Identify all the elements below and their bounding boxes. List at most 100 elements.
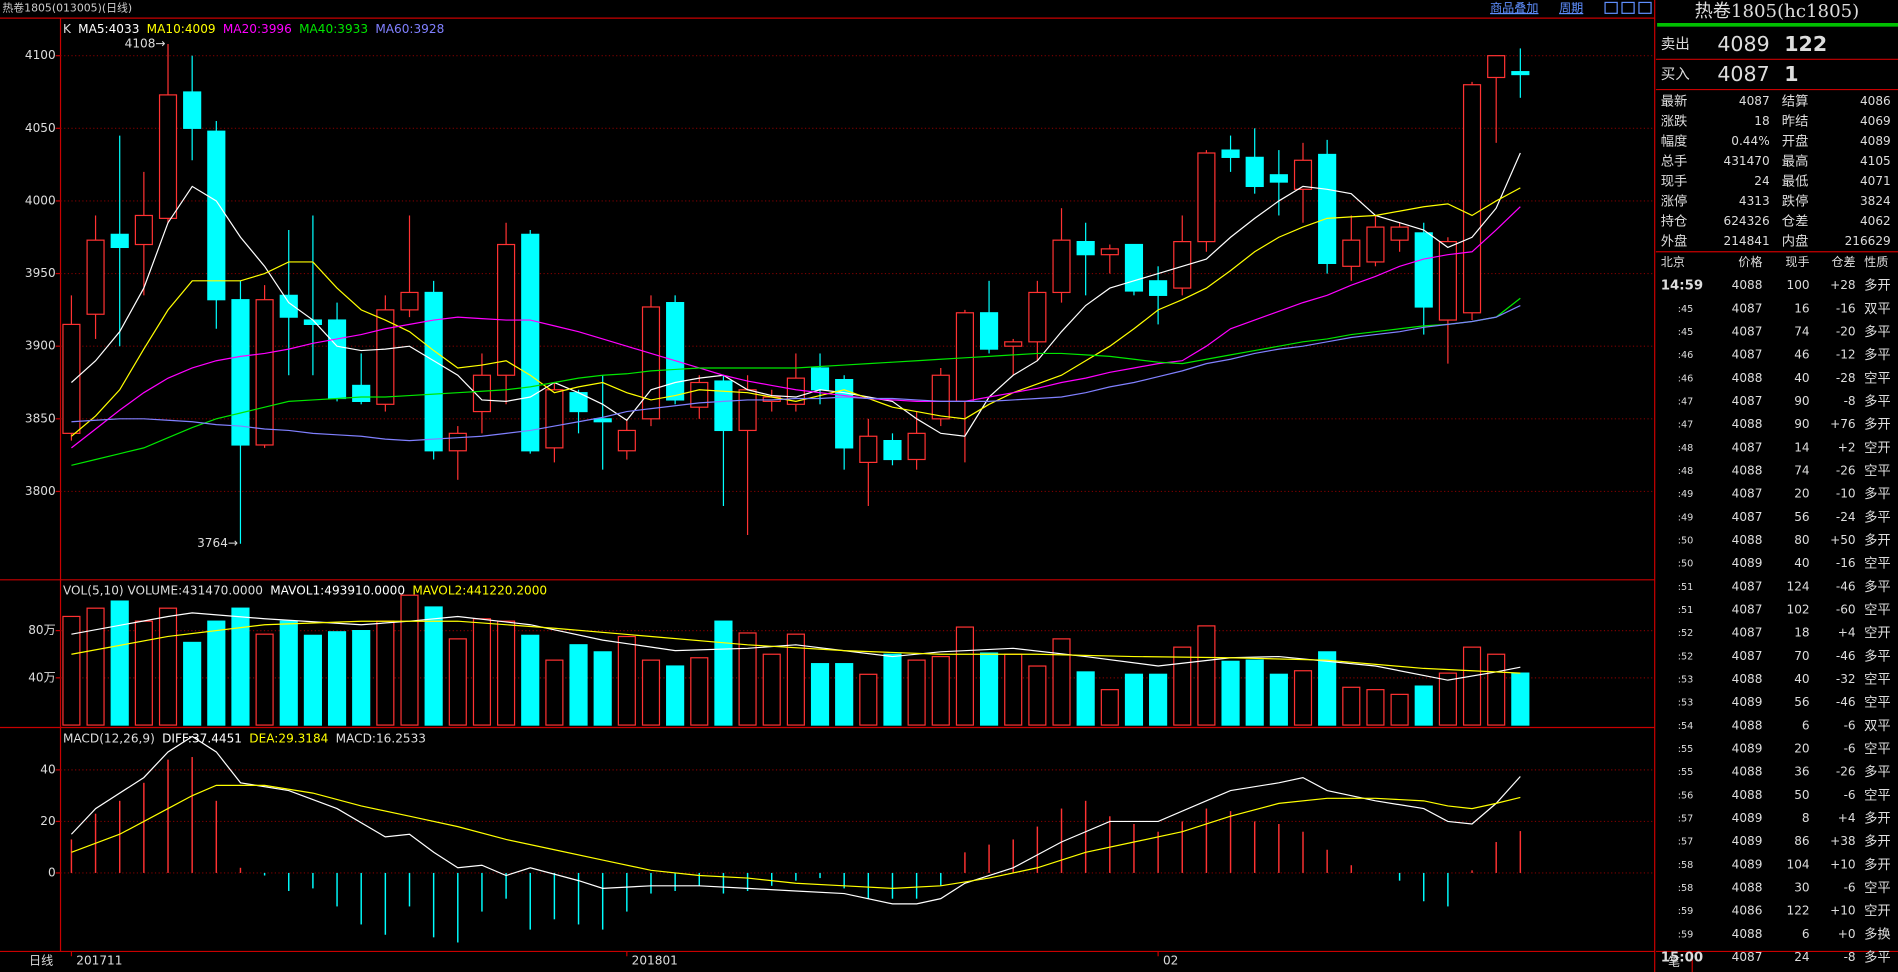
- quote-label: 持仓: [1661, 214, 1688, 230]
- trade-oi-change: +50: [1830, 533, 1856, 547]
- order-label: 卖出: [1661, 36, 1690, 53]
- volume-bar: [1318, 651, 1337, 726]
- candle-body: [1100, 248, 1119, 256]
- trade-nature: 多开: [1864, 810, 1891, 827]
- candle-body: [62, 323, 81, 434]
- trade-oi-change: -12: [1836, 348, 1856, 362]
- candle-body: [376, 309, 395, 405]
- trades-header: 现手: [1785, 255, 1809, 269]
- tool-button[interactable]: [1604, 1, 1618, 14]
- trade-nature: 空平: [1864, 741, 1891, 757]
- volume-bar: [907, 659, 926, 726]
- trade-volume: 20: [1794, 487, 1809, 501]
- volume-bar: [1414, 685, 1433, 726]
- volume-bar: [62, 615, 81, 726]
- quote-label: 最高: [1782, 153, 1809, 170]
- candle-body: [1197, 152, 1216, 243]
- trade-oi-change: -6: [1844, 742, 1856, 756]
- y-tick-label: 4100: [25, 48, 56, 62]
- volume-bar: [1004, 653, 1023, 726]
- volume-bar: [448, 638, 467, 726]
- candle-body: [931, 374, 950, 420]
- trade-nature: 空平: [1864, 602, 1891, 618]
- legend-entry: MA60:3928: [375, 22, 444, 36]
- trade-price: 4089: [1732, 556, 1763, 570]
- trade-price: 4088: [1732, 417, 1763, 431]
- candle-body: [424, 291, 443, 452]
- trade-volume: 74: [1794, 325, 1810, 339]
- legend-entry: DEA:29.3184: [249, 731, 328, 745]
- trade-oi-change: +38: [1830, 834, 1856, 848]
- trade-volume: 56: [1794, 510, 1809, 524]
- trade-price: 4088: [1732, 881, 1763, 895]
- tool-button[interactable]: [1621, 1, 1635, 14]
- volume-bar: [255, 633, 274, 726]
- quote-label: 仓差: [1782, 214, 1809, 230]
- candle-body: [1004, 341, 1023, 347]
- volume-bar: [810, 663, 830, 726]
- trade-price: 4088: [1732, 278, 1763, 292]
- tool-button[interactable]: [1638, 1, 1652, 14]
- candle-body: [231, 299, 250, 446]
- period-label: 日线: [29, 954, 53, 968]
- quote-label: 总手: [1661, 154, 1688, 170]
- indicator-line: [71, 152, 1521, 437]
- quote-label: 现手: [1661, 174, 1688, 190]
- trade-nature: 多开: [1864, 532, 1891, 549]
- trade-oi-change: -46: [1836, 649, 1856, 663]
- trade-oi-change: -24: [1836, 510, 1856, 524]
- trade-volume: 102: [1787, 603, 1810, 617]
- volume-bar: [1342, 686, 1361, 726]
- volume-bar: [1197, 625, 1216, 726]
- candle-body: [545, 389, 564, 449]
- menu-overlay[interactable]: 商品叠加: [1490, 0, 1538, 15]
- trade-nature: 空平: [1864, 370, 1891, 386]
- volume-bar: [1124, 673, 1144, 726]
- trade-time: :45: [1678, 327, 1694, 338]
- y-tick-label: 40: [40, 762, 55, 776]
- trade-price: 4087: [1732, 579, 1763, 593]
- trade-nature: 双平: [1864, 302, 1891, 317]
- volume-bar: [1438, 672, 1457, 726]
- trade-nature: 多平: [1864, 578, 1891, 595]
- trade-time: :51: [1678, 605, 1694, 616]
- trade-price: 4088: [1732, 765, 1763, 779]
- indicator-line: [71, 784, 1521, 889]
- trade-volume: 40: [1794, 371, 1809, 385]
- y-tick-label: 3850: [25, 411, 56, 425]
- trades-header: 性质: [1864, 255, 1888, 269]
- quote-value: 4089: [1860, 134, 1891, 148]
- quote-label: 昨结: [1782, 114, 1809, 130]
- volume-bar: [641, 659, 661, 726]
- quote-value: 4105: [1860, 154, 1891, 168]
- trade-price: 4088: [1732, 718, 1763, 732]
- trade-volume: 30: [1794, 881, 1809, 895]
- legend-entry: MAVOL2:441220.2000: [412, 583, 547, 597]
- volume-bar: [617, 635, 636, 726]
- menu-period[interactable]: 周期: [1559, 1, 1583, 15]
- trade-oi-change: +0: [1838, 927, 1856, 941]
- trade-time: :53: [1678, 698, 1694, 709]
- trade-volume: 40: [1794, 556, 1809, 570]
- high-annotation: 4108→: [125, 37, 166, 51]
- volume-bar: [134, 620, 153, 726]
- indicator-label: VOL(5,10) VOLUME:431470.0000: [63, 583, 263, 597]
- volume-bar: [1221, 660, 1240, 726]
- trade-price: 4087: [1732, 510, 1763, 524]
- trade-time: :47: [1678, 397, 1694, 408]
- trade-volume: 100: [1787, 278, 1810, 292]
- window-title: 热卷1805(013005)(日线): [2, 0, 132, 14]
- volume-bar: [738, 632, 757, 726]
- trade-nature: 多开: [1864, 277, 1891, 294]
- trade-oi-change: +28: [1830, 278, 1856, 292]
- quote-label: 涨跌: [1661, 114, 1688, 130]
- trades-header: 价格: [1738, 254, 1762, 269]
- x-tick-label: 201801: [632, 954, 678, 968]
- trade-nature: 多开: [1864, 833, 1891, 850]
- candle-body: [279, 294, 298, 318]
- indicator-legend: VOL(5,10) VOLUME:431470.0000 MAVOL1:49391…: [63, 583, 547, 597]
- trade-price: 4087: [1732, 301, 1763, 315]
- trade-nature: 多平: [1864, 949, 1891, 966]
- trade-nature: 多平: [1864, 485, 1891, 502]
